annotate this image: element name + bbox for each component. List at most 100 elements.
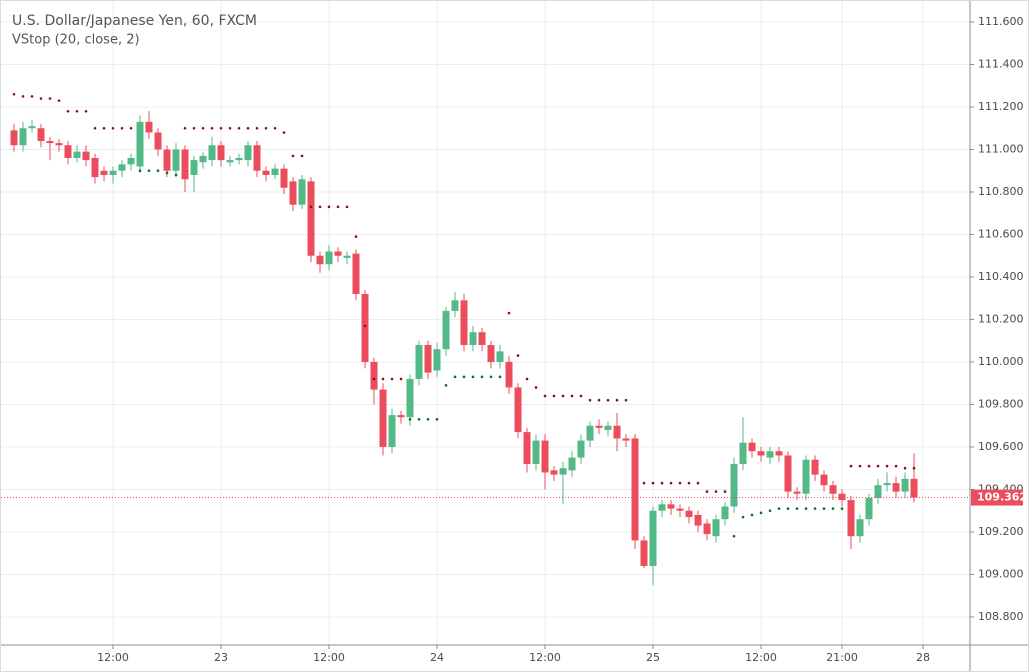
vstop-dot (561, 394, 565, 398)
vstop-dot (786, 507, 790, 510)
candle-body (856, 519, 864, 537)
candle-body (901, 478, 909, 492)
vstop-dot (21, 95, 25, 98)
vstop-dot (597, 398, 601, 402)
vstop-dot (705, 490, 709, 493)
candle-body (442, 310, 450, 350)
vstop-dot (714, 490, 718, 493)
y-tick-label: 110.600 (978, 227, 1024, 240)
candle-body (451, 300, 459, 311)
vstop-dot (543, 394, 547, 398)
vstop-dot (849, 464, 853, 468)
vstop-dot (381, 377, 385, 381)
x-tick-label: 12:00 (313, 651, 345, 664)
vstop-dot (174, 173, 178, 177)
vstop-dot (273, 126, 277, 130)
indicator-label: VStop (20, close, 2) (12, 33, 140, 48)
vstop-dot (255, 126, 259, 130)
candle-body (550, 470, 558, 475)
vstop-dot (435, 418, 439, 421)
vstop-dot (129, 126, 133, 130)
y-tick-label: 109.000 (978, 567, 1024, 580)
candle-body (379, 389, 387, 447)
candle-body (577, 440, 585, 458)
last-price-label: 109.362 (977, 491, 1027, 504)
candle-body (217, 145, 225, 161)
vstop-dot (615, 398, 619, 402)
candle-body (802, 459, 810, 494)
candle-body (478, 332, 486, 345)
vstop-dot (660, 481, 664, 485)
vstop-dot (309, 205, 313, 209)
vstop-dot (237, 126, 241, 130)
plot (1, 92, 970, 586)
vstop-dot (165, 171, 169, 175)
vstop-dot (606, 398, 610, 402)
candle-body (181, 149, 189, 180)
vstop-dot (453, 375, 457, 379)
vstop-dot (768, 509, 772, 513)
vstop-dot (444, 384, 448, 387)
x-tick-label: 12:00 (97, 651, 129, 664)
vstop-dot (30, 95, 34, 98)
vstop-dot (777, 507, 781, 510)
vstop-dot (183, 126, 187, 130)
vstop-dot (363, 324, 367, 328)
candle-body (649, 510, 657, 566)
candle-body (280, 168, 288, 188)
x-tick-label: 12:00 (529, 651, 561, 664)
candle-body (595, 425, 603, 428)
candle-body (811, 459, 819, 475)
y-tick-label: 111.000 (978, 142, 1024, 155)
vstop-dot (588, 398, 592, 402)
vstop-dot (579, 394, 583, 398)
candle-body (325, 251, 333, 265)
vstop-dot (480, 375, 484, 379)
y-tick-label: 109.600 (978, 440, 1024, 453)
vstop-dot (426, 418, 430, 421)
vstop-dot (570, 394, 574, 398)
candle-body (334, 251, 342, 256)
candle-body (847, 500, 855, 537)
vstop-dot (759, 511, 763, 515)
y-tick-label: 111.400 (978, 57, 1024, 70)
candle-body (775, 451, 783, 456)
candle-body (226, 160, 234, 163)
candle-body (613, 425, 621, 439)
candle-body (109, 170, 117, 175)
candle-body (505, 361, 513, 388)
y-tick-label: 110.000 (978, 355, 1024, 368)
candle-body (289, 181, 297, 205)
vstop-dot (318, 205, 322, 209)
x-tick-label: 21:00 (826, 651, 858, 664)
candle-body (199, 155, 207, 163)
vstop-dot (201, 126, 205, 130)
candle-body (253, 145, 261, 171)
vstop-dot (534, 386, 538, 389)
candle-body (685, 510, 693, 518)
vstop-dot (93, 126, 97, 130)
candle-body (46, 140, 54, 144)
candle-body (244, 145, 252, 161)
candle-body (523, 432, 531, 464)
candle-body (631, 438, 639, 541)
vstop-dot (75, 109, 79, 113)
vstop-dot (912, 466, 916, 470)
vstop-dot (894, 464, 898, 468)
vstop-dot (111, 126, 115, 130)
candle-body (388, 415, 396, 447)
y-tick-label: 110.400 (978, 270, 1024, 283)
candle-body (298, 179, 306, 205)
candle-body (262, 170, 270, 175)
candle-body (235, 157, 243, 161)
vstop-dot (651, 481, 655, 485)
y-tick-label: 109.200 (978, 525, 1024, 538)
vstop-dot (822, 507, 826, 510)
vstop-dot (867, 464, 871, 468)
vstop-dot (462, 375, 466, 379)
candle-body (55, 143, 63, 146)
candle-body (82, 151, 90, 161)
vstop-dot (345, 205, 349, 209)
candle-body (874, 485, 882, 498)
vstop-dot (327, 205, 331, 209)
